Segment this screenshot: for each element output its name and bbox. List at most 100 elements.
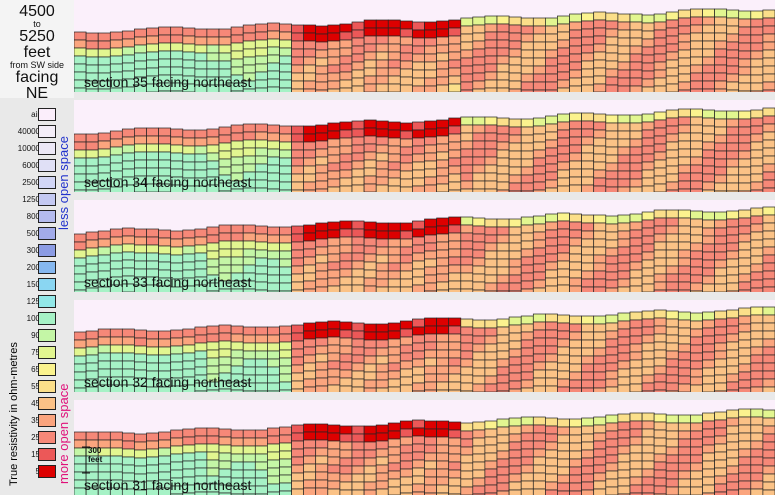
resistivity-cell <box>291 165 305 175</box>
resistivity-cell <box>496 117 510 127</box>
resistivity-cell <box>677 89 691 92</box>
resistivity-cell <box>545 89 558 92</box>
resistivity-cell <box>677 422 691 432</box>
scale-bar-line <box>82 446 90 474</box>
resistivity-cell <box>121 456 135 466</box>
resistivity-cell <box>690 32 703 42</box>
resistivity-cell <box>569 120 582 130</box>
resistivity-cell <box>170 58 184 68</box>
resistivity-cell <box>629 130 643 140</box>
resistivity-cell <box>762 131 775 141</box>
resistivity-cell <box>339 177 353 187</box>
resistivity-cell <box>351 220 365 230</box>
resistivity-cell <box>484 164 498 174</box>
resistivity-cell <box>569 69 582 79</box>
resistivity-cell <box>158 362 172 372</box>
resistivity-cell <box>303 80 317 90</box>
resistivity-cell <box>677 327 691 337</box>
resistivity-cell <box>750 408 764 418</box>
resistivity-cell <box>267 483 280 493</box>
resistivity-cell <box>448 181 462 191</box>
resistivity-cell <box>629 261 643 271</box>
resistivity-cell <box>581 36 595 46</box>
resistivity-cell <box>424 282 437 292</box>
resistivity-cell <box>665 289 679 292</box>
resistivity-cell <box>303 248 317 258</box>
resistivity-cell <box>641 177 655 187</box>
resistivity-cell <box>387 438 401 448</box>
resistivity-cell <box>738 448 752 458</box>
resistivity-cell <box>593 371 607 381</box>
resistivity-cell <box>653 29 667 39</box>
resistivity-cell <box>677 486 691 495</box>
resistivity-cell <box>545 369 558 379</box>
resistivity-cell <box>532 133 546 143</box>
resistivity-cell <box>472 56 486 66</box>
resistivity-cell <box>279 482 292 492</box>
resistivity-cell <box>170 337 184 347</box>
resistivity-cell <box>726 409 740 419</box>
resistivity-cell <box>762 49 775 59</box>
resistivity-cell <box>375 120 389 130</box>
resistivity-cell <box>242 64 256 74</box>
resistivity-cell <box>146 260 159 270</box>
legend-label: 1250 <box>22 195 40 204</box>
resistivity-cell <box>412 268 425 278</box>
resistivity-cell <box>254 445 268 455</box>
resistivity-cell <box>339 129 353 139</box>
resistivity-cell <box>472 453 486 463</box>
resistivity-cell <box>593 145 607 155</box>
resistivity-cell <box>351 184 365 192</box>
resistivity-cell <box>508 174 522 184</box>
resistivity-cell <box>146 432 159 442</box>
resistivity-cell <box>387 51 401 61</box>
resistivity-cell <box>484 188 498 192</box>
resistivity-cell <box>412 374 425 384</box>
resistivity-cell <box>351 362 365 372</box>
resistivity-cell <box>254 39 268 49</box>
resistivity-cell <box>74 249 87 259</box>
resistivity-cell <box>593 153 607 163</box>
resistivity-cell <box>581 262 595 272</box>
resistivity-cell <box>520 379 534 389</box>
resistivity-cell <box>85 56 99 66</box>
resistivity-cell <box>387 430 401 440</box>
resistivity-cell <box>230 325 244 335</box>
resistivity-cell <box>399 44 413 54</box>
resistivity-cell <box>424 128 437 138</box>
resistivity-cell <box>170 144 184 154</box>
resistivity-cell <box>714 491 728 495</box>
resistivity-cell <box>339 121 353 131</box>
resistivity-cell <box>327 229 341 239</box>
resistivity-cell <box>170 50 184 60</box>
resistivity-cell <box>315 164 329 174</box>
resistivity-cell <box>484 226 498 236</box>
resistivity-cell <box>363 167 377 177</box>
resistivity-cell <box>496 149 510 159</box>
resistivity-cell <box>641 251 655 261</box>
resistivity-cell <box>569 442 582 452</box>
resistivity-cell <box>702 157 715 167</box>
resistivity-cell <box>375 27 389 37</box>
resistivity-cell <box>702 219 715 229</box>
resistivity-cell <box>460 272 474 282</box>
resistivity-cell <box>472 24 486 34</box>
resistivity-cell <box>702 492 715 495</box>
resistivity-cell <box>387 161 401 171</box>
resistivity-cell <box>702 56 715 66</box>
resistivity-cell <box>653 349 667 359</box>
resistivity-cell <box>496 79 510 89</box>
resistivity-cell <box>738 408 752 418</box>
resistivity-cell <box>750 440 764 450</box>
resistivity-cell <box>460 446 474 456</box>
resistivity-cell <box>508 290 522 292</box>
resistivity-cell <box>279 426 292 436</box>
resistivity-cell <box>194 334 208 344</box>
resistivity-cell <box>363 481 377 491</box>
resistivity-cell <box>532 25 546 35</box>
resistivity-cell <box>629 122 643 132</box>
resistivity-cell <box>351 346 365 356</box>
resistivity-cell <box>399 436 413 446</box>
resistivity-cell <box>653 13 667 23</box>
resistivity-cell <box>97 431 111 441</box>
